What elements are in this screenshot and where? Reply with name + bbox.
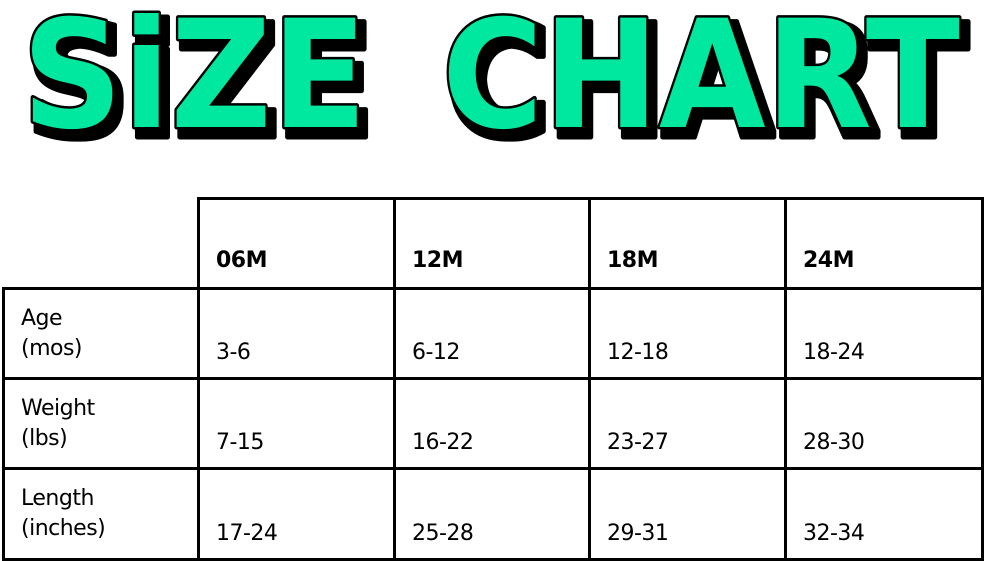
table-cell-text: 16-22 — [412, 430, 474, 455]
size-chart-title: SiZE CHART — [20, 0, 963, 150]
table-cell: 32-34 — [784, 467, 984, 561]
column-header-text: 24M — [803, 248, 855, 273]
column-header-text: 18M — [607, 248, 659, 273]
table-cell-text: 18-24 — [803, 340, 865, 365]
table-cell-text: 6-12 — [412, 340, 460, 365]
table-cell: 17-24 — [197, 467, 396, 561]
table-cell: 29-31 — [588, 467, 787, 561]
row-label-text: Weight (lbs) — [21, 396, 95, 451]
row-label: Weight (lbs) — [2, 377, 200, 470]
column-header: 12M — [393, 197, 591, 290]
row-label: Length (inches) — [2, 467, 200, 561]
table-cell-text: 7-15 — [216, 430, 264, 455]
table-cell-text: 23-27 — [607, 430, 669, 455]
row-label: Age (mos) — [2, 287, 200, 380]
table-cell: 16-22 — [393, 377, 591, 470]
title-word-size: SiZE — [22, 0, 367, 150]
table-cell-text: 32-34 — [803, 521, 865, 546]
table-cell: 7-15 — [197, 377, 396, 470]
column-header: 24M — [784, 197, 984, 290]
table-cell-text: 12-18 — [607, 340, 669, 365]
table-cell: 6-12 — [393, 287, 591, 380]
table-cell: 18-24 — [784, 287, 984, 380]
table-cell: 3-6 — [197, 287, 396, 380]
column-header-text: 12M — [412, 248, 464, 273]
table-cell-text: 25-28 — [412, 521, 474, 546]
column-header: 06M — [197, 197, 396, 290]
table-cell: 28-30 — [784, 377, 984, 470]
column-header: 18M — [588, 197, 787, 290]
row-label-text: Length (inches) — [21, 486, 106, 541]
table-cell-text: 28-30 — [803, 430, 865, 455]
table-cell: 23-27 — [588, 377, 787, 470]
table-cell: 25-28 — [393, 467, 591, 561]
table-cell-text: 3-6 — [216, 340, 251, 365]
row-label-text: Age (mos) — [21, 306, 83, 361]
table-cell-text: 29-31 — [607, 521, 669, 546]
title-word-chart: CHART — [442, 0, 960, 150]
table-cell-text: 17-24 — [216, 521, 278, 546]
column-header-text: 06M — [216, 248, 268, 273]
table-cell: 12-18 — [588, 287, 787, 380]
